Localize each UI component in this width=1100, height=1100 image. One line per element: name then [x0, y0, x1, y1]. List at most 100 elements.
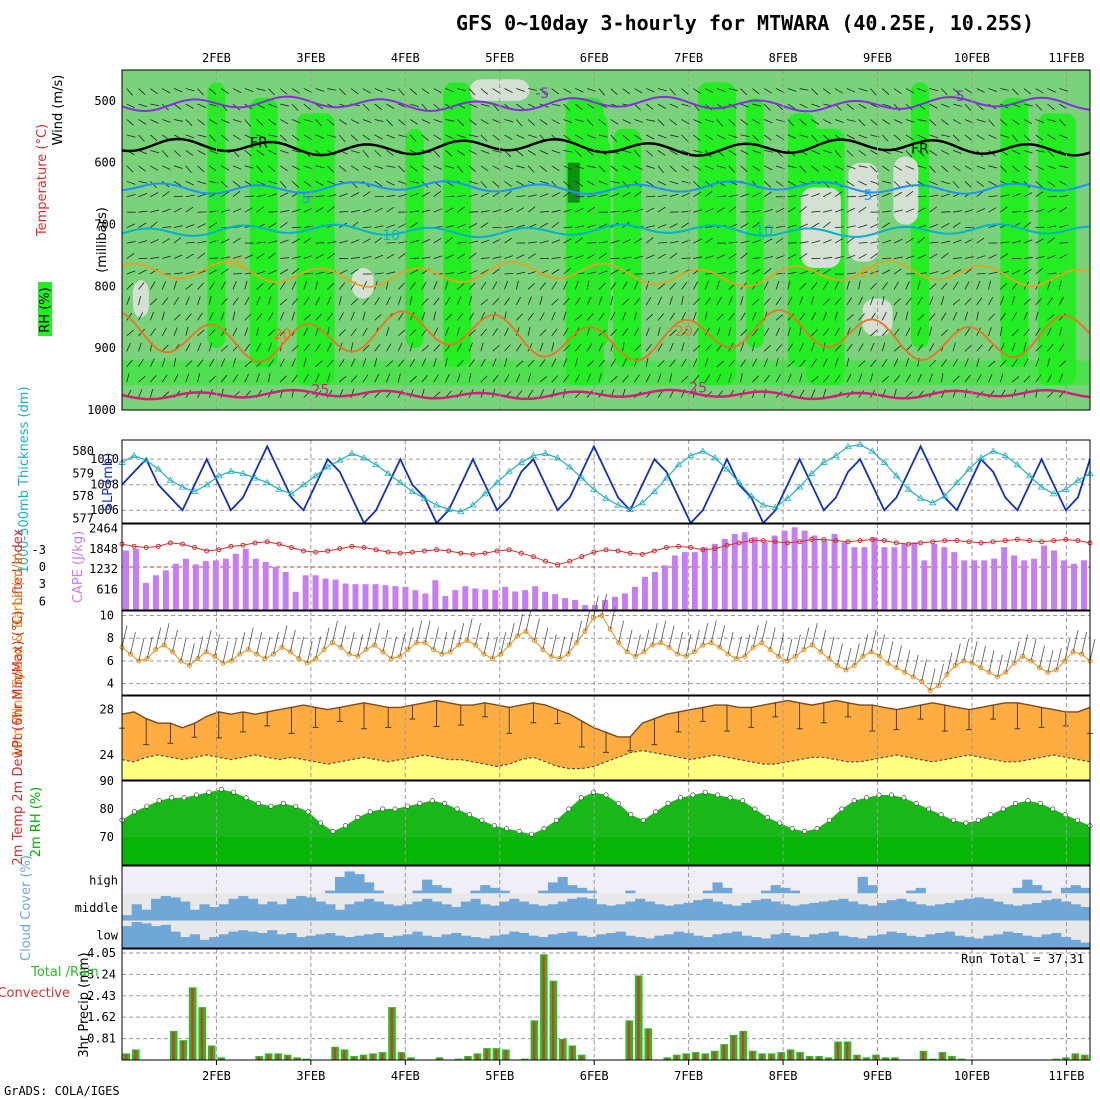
cloud-bar	[247, 898, 259, 921]
pressure-tick-label: 900	[94, 341, 116, 355]
wind-barb	[138, 296, 141, 305]
li-axis-label: Lifted Index	[11, 528, 26, 605]
wind-barb	[232, 311, 236, 321]
precip-total-bar	[454, 1058, 463, 1060]
wind-barb	[1047, 207, 1056, 213]
wind-barb	[610, 240, 620, 244]
wind-barb	[539, 193, 549, 198]
wind-speed-point	[675, 651, 681, 657]
cloud-bar	[586, 890, 597, 894]
wind-barb	[281, 625, 288, 648]
wind-barb	[421, 209, 431, 213]
cloud-bar	[383, 937, 394, 948]
wind-barb	[693, 209, 703, 213]
cloud-bar	[422, 898, 433, 921]
wind-barb	[669, 342, 674, 352]
cloud-bar	[364, 934, 375, 948]
li-point	[1002, 538, 1008, 544]
li-point	[1014, 536, 1020, 542]
li-point	[809, 536, 815, 542]
wind-speed-point	[961, 658, 967, 664]
cloud-bar	[383, 904, 394, 921]
wind-barb	[126, 296, 131, 306]
wind-barb	[586, 88, 596, 92]
cloud-bar	[606, 905, 617, 921]
top-date-label: 2FEB	[202, 51, 231, 65]
wind-barb	[350, 342, 354, 352]
wind-barb	[1035, 297, 1042, 306]
wind-speed-point	[304, 660, 310, 666]
thickness-point	[650, 487, 659, 494]
cape-bar	[771, 535, 778, 610]
cloud-bar	[770, 885, 781, 894]
wind-barb	[150, 88, 158, 95]
precip-convective-bar	[466, 1057, 469, 1060]
wind-barb	[811, 282, 818, 290]
li-point	[603, 547, 609, 553]
wind-speed-point	[641, 649, 647, 655]
wind-barb	[845, 647, 852, 671]
thickness-point	[227, 467, 235, 474]
thickness-point	[239, 469, 247, 477]
wind-barb	[161, 281, 167, 290]
wind-barb	[456, 296, 462, 306]
chart-title: GFS 0~10day 3-hourly for MTWARA (40.25E,…	[456, 11, 1034, 35]
wind-barb	[244, 195, 254, 198]
wind-barb	[704, 374, 711, 383]
wind-barb	[197, 282, 204, 290]
wind-barb	[1047, 357, 1051, 367]
li-point	[1039, 539, 1045, 545]
wind-barb	[752, 103, 762, 107]
wind-barb	[881, 328, 889, 337]
wind-barb	[1023, 103, 1033, 107]
li-point	[1075, 538, 1081, 544]
rh2m-point	[156, 798, 162, 804]
cape-bar	[362, 584, 369, 610]
wind-barb	[232, 88, 242, 93]
wind-barb	[433, 165, 443, 170]
wind-barb	[197, 150, 206, 155]
wind-barb	[197, 88, 204, 96]
wind-barb	[787, 119, 795, 127]
wind-speed-point	[742, 653, 748, 659]
wind-barb	[504, 119, 514, 123]
wind-barb	[1023, 239, 1033, 244]
wind-barb	[1023, 221, 1032, 228]
cape-bar	[1061, 560, 1068, 610]
wind-barb	[693, 345, 701, 352]
rh2m-point	[888, 792, 894, 798]
wind-speed-point	[1003, 669, 1009, 675]
pressure-tick-label: 500	[94, 94, 116, 108]
wind-barb	[752, 210, 762, 213]
cloud-bar	[906, 901, 917, 921]
cloud-bar	[518, 901, 530, 921]
wind-barb	[964, 328, 971, 337]
wind-barb	[138, 192, 148, 198]
wind-barb	[622, 119, 631, 124]
wind-barb	[516, 180, 525, 186]
wind-barb	[764, 149, 774, 153]
cloud-bar	[238, 930, 249, 948]
cloud-bar	[267, 930, 278, 948]
rh2m-axis-label: 2m RH (%)	[29, 787, 44, 858]
wind-barb	[504, 374, 510, 383]
wind-barb	[681, 88, 689, 95]
wind-barb	[988, 224, 998, 229]
wind-barb	[610, 312, 616, 321]
wind-barb	[409, 296, 413, 305]
wind-barb	[598, 296, 603, 306]
wind-barb	[220, 88, 229, 94]
li-point	[869, 536, 875, 542]
wind-barb	[704, 344, 712, 352]
cloud-bar	[1002, 931, 1014, 948]
li-point	[361, 545, 367, 551]
precip-convective-bar	[219, 1058, 223, 1060]
precip-convective-bar	[684, 1054, 688, 1060]
wind-speed-point	[767, 647, 773, 653]
precip-total-bar	[957, 1058, 966, 1060]
wind-barb	[645, 343, 652, 352]
li-point	[422, 548, 427, 554]
cape-bar	[242, 548, 249, 610]
wind-barb	[256, 313, 263, 321]
wind-speed-point	[910, 674, 916, 680]
